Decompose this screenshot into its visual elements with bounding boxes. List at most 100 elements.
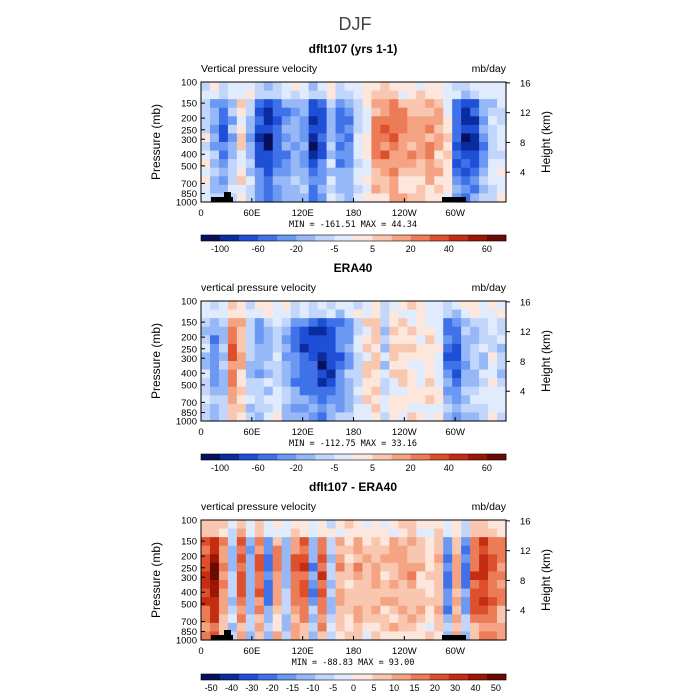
- heatmap-cell: [236, 545, 247, 555]
- heatmap-cell: [201, 159, 211, 169]
- heatmap-cell: [380, 142, 390, 152]
- heatmap-cell: [488, 378, 498, 388]
- heatmap-cell: [371, 537, 382, 547]
- heatmap-cell: [398, 150, 408, 160]
- heatmap-cell: [290, 116, 301, 126]
- heatmap-cell: [308, 605, 319, 615]
- heatmap-cell: [263, 386, 274, 396]
- heatmap-cell: [416, 395, 426, 405]
- heatmap-cell: [218, 554, 229, 564]
- heatmap-cell: [299, 159, 310, 169]
- colorbar-label: 10: [389, 683, 399, 693]
- colorbar-swatch: [448, 674, 469, 680]
- heatmap-cell: [227, 352, 238, 362]
- heatmap-cell: [470, 99, 480, 109]
- heatmap-cell: [452, 369, 462, 379]
- heatmap-cell: [299, 150, 310, 160]
- colorbar-label: 5: [371, 683, 376, 693]
- heatmap-cell: [425, 395, 435, 405]
- heatmap-cell: [398, 335, 408, 345]
- heatmap-cell: [317, 378, 328, 388]
- heatmap-cell: [398, 605, 408, 615]
- heatmap-cell: [434, 588, 444, 598]
- heatmap-cell: [371, 614, 382, 624]
- heatmap-cell: [290, 335, 301, 345]
- heatmap-cell: [236, 82, 247, 92]
- heatmap-cell: [344, 562, 355, 573]
- heatmap-cell: [479, 116, 489, 126]
- heatmap-cell: [299, 562, 310, 573]
- heatmap-cell: [353, 631, 364, 641]
- heatmap-cell: [470, 386, 480, 396]
- pressure-tick-label: 100: [181, 78, 197, 89]
- longitude-tick-label: 0: [198, 646, 203, 657]
- heatmap-cell: [227, 99, 238, 109]
- colorbar-label: 20: [406, 244, 416, 254]
- pressure-tick-label: 700: [181, 398, 197, 409]
- heatmap-cell: [335, 116, 346, 126]
- heatmap-cell: [407, 378, 417, 388]
- heatmap-cell: [299, 116, 310, 126]
- heatmap-cell: [461, 562, 471, 573]
- heatmap-cell: [209, 520, 220, 530]
- heatmap-cell: [434, 403, 444, 414]
- heatmap-cell: [227, 537, 238, 547]
- heatmap-cell: [344, 301, 355, 311]
- heatmap-cell: [443, 412, 453, 422]
- heatmap-cell: [227, 176, 238, 186]
- heatmap-cell: [416, 107, 426, 117]
- heatmap-cell: [272, 605, 283, 615]
- heatmap-cell: [380, 597, 390, 607]
- heatmap-cell: [272, 395, 283, 405]
- heatmap-cell: [398, 352, 408, 362]
- heatmap-cell: [272, 193, 283, 203]
- heatmap-cell: [308, 580, 319, 590]
- heatmap-cell: [227, 554, 238, 564]
- heatmap-cell: [398, 571, 408, 581]
- heatmap-cell: [227, 318, 238, 328]
- heatmap-cell: [263, 412, 274, 422]
- heatmap-cell: [371, 528, 382, 538]
- heatmap-cell: [281, 597, 292, 607]
- heatmap-cell: [362, 301, 373, 311]
- heatmap-cell: [335, 124, 346, 135]
- heatmap-cell: [443, 318, 453, 328]
- heatmap-cell: [488, 142, 498, 152]
- heatmap-cell: [263, 159, 274, 169]
- heatmap-cell: [218, 99, 229, 109]
- heatmap-cell: [371, 301, 382, 311]
- heatmap-cell: [452, 326, 462, 336]
- heatmap-cell: [488, 361, 498, 371]
- heatmap-cell: [425, 142, 435, 152]
- heatmap-cell: [371, 605, 382, 615]
- heatmap-cell: [344, 403, 355, 414]
- heatmap-cell: [272, 82, 283, 92]
- heatmap-cell: [317, 537, 328, 547]
- heatmap-cell: [254, 403, 265, 414]
- heatmap-cell: [389, 403, 399, 414]
- heatmap-cell: [371, 99, 382, 109]
- heatmap-cell: [236, 184, 247, 195]
- heatmap-cell: [227, 545, 238, 555]
- heatmap-cell: [281, 90, 292, 100]
- heatmap-cell: [434, 90, 444, 100]
- heatmap-cell: [488, 124, 498, 135]
- heatmap-cell: [389, 605, 399, 615]
- heatmap-cell: [272, 107, 283, 117]
- colorbar-swatch: [372, 674, 392, 680]
- heatmap-cell: [380, 605, 390, 615]
- heatmap-cell: [335, 352, 346, 362]
- heatmap-cell: [201, 562, 211, 573]
- heatmap-cell: [389, 378, 399, 388]
- heatmap-cell: [245, 520, 256, 530]
- heatmap-cell: [497, 159, 507, 169]
- heatmap-cell: [236, 124, 247, 135]
- heatmap-cell: [407, 150, 417, 160]
- heatmap-cell: [479, 326, 489, 336]
- heatmap-cell: [425, 150, 435, 160]
- heatmap-cell: [470, 412, 480, 422]
- heatmap-cell: [254, 545, 265, 555]
- heatmap-cell: [290, 412, 301, 422]
- heatmap-cell: [209, 309, 220, 319]
- heatmap-cells: [201, 520, 507, 641]
